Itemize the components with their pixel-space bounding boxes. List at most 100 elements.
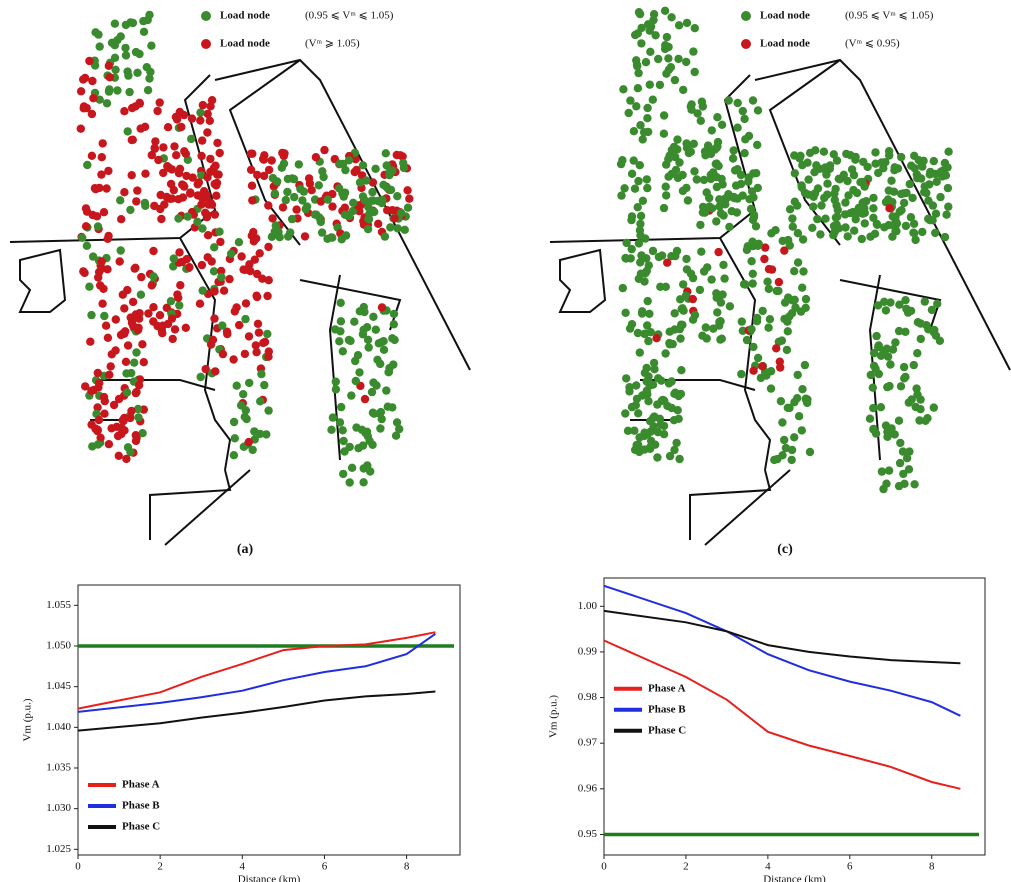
load-node — [300, 232, 310, 241]
load-node — [797, 426, 806, 435]
load-node — [760, 254, 769, 264]
load-node — [667, 403, 676, 413]
load-node — [874, 341, 883, 350]
load-node — [795, 154, 804, 163]
load-node — [136, 290, 146, 299]
load-node — [881, 158, 890, 167]
load-node — [869, 193, 878, 203]
load-node — [133, 404, 143, 414]
load-node — [682, 57, 691, 67]
load-node — [659, 421, 669, 431]
load-node — [206, 167, 215, 177]
load-node — [619, 85, 628, 94]
load-node — [944, 147, 953, 156]
load-node — [218, 321, 227, 330]
load-node — [367, 387, 377, 397]
load-node — [385, 363, 394, 373]
load-node — [801, 394, 811, 403]
load-node — [206, 154, 215, 164]
load-node — [882, 344, 891, 353]
load-node — [376, 424, 385, 433]
legend-label: Load node — [760, 38, 810, 50]
load-node — [102, 184, 111, 193]
load-node — [167, 194, 177, 203]
load-node — [263, 329, 272, 339]
load-node — [210, 314, 219, 323]
load-node — [908, 193, 917, 203]
load-node — [645, 26, 654, 35]
load-node — [749, 342, 758, 352]
load-node — [673, 145, 682, 154]
x-axis-label: Distance (km) — [763, 874, 826, 882]
y-tick-label: 1.025 — [46, 843, 71, 855]
y-tick-label: 1.00 — [578, 600, 598, 612]
load-node — [793, 258, 803, 267]
load-node — [254, 328, 264, 337]
load-node — [775, 357, 784, 366]
load-node — [264, 406, 273, 415]
load-node — [716, 298, 726, 307]
load-node — [664, 172, 673, 181]
load-node — [681, 291, 691, 300]
load-node — [649, 422, 658, 431]
load-node — [244, 437, 253, 447]
load-node — [636, 231, 645, 240]
legend-condition: (Vᵐ ⩾ 1.05) — [305, 38, 360, 50]
load-node — [790, 295, 799, 304]
load-node — [646, 442, 655, 452]
load-node — [902, 304, 911, 314]
load-node — [676, 334, 685, 343]
load-node — [749, 212, 759, 222]
load-node — [790, 433, 799, 442]
load-node — [695, 285, 705, 295]
phase-line — [77, 690, 436, 732]
x-tick-label: 0 — [601, 861, 607, 873]
load-node — [127, 135, 136, 145]
load-node — [93, 222, 103, 231]
load-node — [177, 122, 186, 132]
load-node — [374, 219, 383, 228]
load-node — [774, 286, 783, 296]
load-node — [222, 327, 232, 336]
load-node — [246, 266, 255, 276]
load-node — [154, 155, 163, 165]
load-node — [785, 241, 794, 250]
load-node — [128, 297, 138, 307]
y-tick-label: 1.040 — [46, 721, 71, 733]
load-node — [113, 431, 123, 441]
load-node — [782, 345, 792, 355]
load-node — [87, 386, 96, 396]
load-node — [918, 227, 927, 237]
load-node — [395, 424, 404, 434]
load-node — [88, 76, 97, 86]
load-node — [798, 235, 808, 244]
load-node — [899, 362, 909, 372]
load-node — [281, 195, 290, 205]
load-node — [715, 317, 724, 326]
load-node — [661, 349, 670, 358]
load-node — [832, 156, 842, 165]
load-node — [339, 192, 348, 201]
load-node — [123, 341, 133, 350]
load-node — [624, 108, 633, 118]
load-node — [335, 337, 344, 346]
load-node — [105, 73, 115, 82]
load-node — [256, 397, 265, 406]
load-node — [212, 178, 222, 188]
load-node — [91, 28, 100, 37]
load-node — [294, 160, 303, 169]
load-node — [657, 251, 667, 260]
y-tick-label: 0.99 — [578, 645, 598, 657]
load-node — [758, 362, 767, 371]
load-node — [629, 127, 639, 136]
load-node — [183, 212, 192, 221]
load-node — [664, 379, 674, 388]
load-node — [665, 151, 674, 160]
load-node — [787, 445, 797, 455]
load-node — [143, 15, 152, 25]
load-node — [869, 403, 878, 413]
load-node — [811, 146, 820, 155]
load-node — [359, 464, 368, 473]
load-node — [620, 184, 629, 193]
load-node — [677, 366, 686, 375]
